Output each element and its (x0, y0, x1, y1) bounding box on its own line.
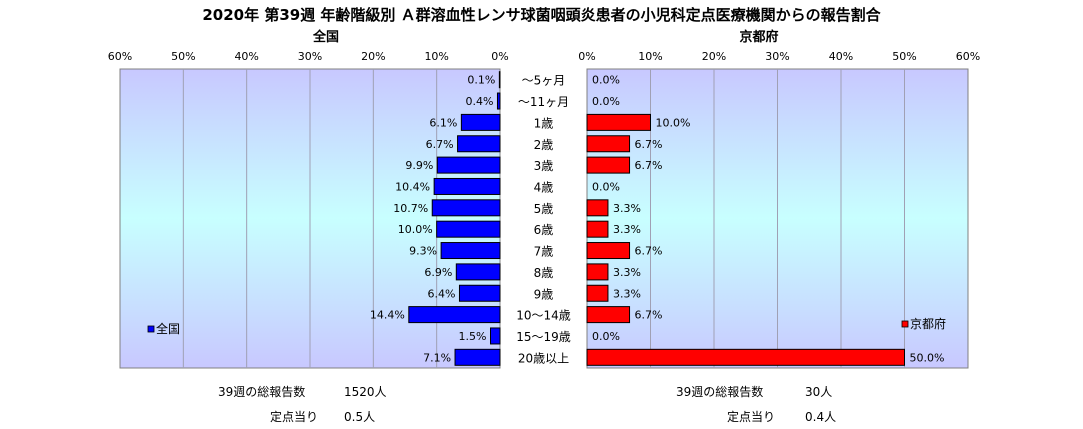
kyoto-data-label: 0.0% (592, 330, 620, 343)
kyoto-total-label: 39週の総報告数 (676, 385, 764, 399)
kyoto-bar (586, 135, 631, 153)
chart-title: 2020年 第39週 年齢階級別 Ａ群溶血性レンサ球菌咽頭炎患者の小児科定点医療… (202, 6, 881, 24)
kyoto-legend-label: 京都府 (910, 316, 946, 331)
category-label: ～11ヶ月 (518, 95, 569, 109)
national-data-label: 0.4% (466, 95, 494, 108)
national-bar (454, 348, 501, 366)
category-label: 9歳 (534, 287, 554, 301)
category-label: 1歳 (534, 116, 554, 130)
kyoto-tick-label: 10% (638, 50, 662, 63)
national-tick-label: 10% (424, 50, 448, 63)
kyoto-data-label: 50.0% (910, 351, 945, 364)
kyoto-tick-label: 50% (892, 50, 916, 63)
kyoto-data-label: 6.7% (635, 245, 663, 258)
kyoto-bar (586, 242, 631, 260)
category-label: 10～14歳 (516, 309, 571, 323)
kyoto-tick-label: 60% (956, 50, 980, 63)
kyoto-bar (586, 284, 609, 302)
national-data-label: 6.4% (428, 287, 456, 300)
kyoto-per-label: 定点当り (727, 410, 776, 424)
national-bar (498, 71, 501, 89)
national-legend-label: 全国 (156, 321, 180, 336)
kyoto-data-label: 3.3% (613, 202, 641, 215)
national-bar (436, 220, 501, 238)
national-total-value: 1520人 (344, 385, 387, 399)
national-data-label: 7.1% (423, 351, 451, 364)
category-label: 7歳 (534, 245, 554, 259)
category-label: 15～19歳 (516, 330, 571, 344)
national-tick-label: 60% (108, 50, 132, 63)
national-data-label: 6.1% (429, 116, 457, 129)
kyoto-bar (586, 113, 651, 131)
category-label: 2歳 (534, 138, 554, 152)
national-tick-label: 50% (171, 50, 195, 63)
kyoto-bar (586, 199, 609, 217)
kyoto-tick-label: 30% (765, 50, 789, 63)
national-bar (455, 263, 501, 281)
national-data-label: 10.0% (398, 223, 433, 236)
kyoto-tick-label: 20% (702, 50, 726, 63)
kyoto-data-label: 6.7% (635, 138, 663, 151)
national-bar (457, 135, 501, 153)
category-label: 4歳 (534, 180, 554, 194)
national-bar (496, 92, 501, 110)
kyoto-tick-label: 40% (829, 50, 853, 63)
kyoto-data-label: 3.3% (613, 287, 641, 300)
national-tick-label: 20% (361, 50, 385, 63)
national-data-label: 9.3% (409, 245, 437, 258)
kyoto-data-label: 3.3% (613, 223, 641, 236)
national-per-label: 定点当り (270, 410, 319, 424)
kyoto-bar (586, 220, 609, 238)
national-total-label: 39週の総報告数 (218, 385, 306, 399)
kyoto-data-label: 10.0% (656, 116, 691, 129)
category-label: 6歳 (534, 223, 554, 237)
kyoto-legend-swatch (901, 320, 909, 328)
category-label: 5歳 (534, 202, 554, 216)
national-data-label: 6.9% (424, 266, 452, 279)
national-data-label: 0.1% (467, 74, 495, 87)
kyoto-data-label: 3.3% (613, 266, 641, 279)
kyoto-data-label: 0.0% (592, 95, 620, 108)
category-label: 3歳 (534, 159, 554, 173)
national-panel-title: 全国 (312, 30, 339, 45)
category-label: 8歳 (534, 266, 554, 280)
kyoto-per-value: 0.4人 (805, 410, 837, 424)
national-bar (408, 306, 501, 324)
kyoto-bar (586, 306, 631, 324)
national-data-label: 6.7% (426, 138, 454, 151)
category-label: 20歳以上 (518, 351, 569, 365)
national-tick-label: 0% (491, 50, 508, 63)
national-data-label: 9.9% (405, 159, 433, 172)
national-bar (431, 199, 501, 217)
kyoto-bar (586, 348, 905, 366)
national-bar (433, 177, 501, 195)
national-bar (440, 242, 501, 260)
national-tick-label: 30% (298, 50, 322, 63)
kyoto-bar (586, 156, 631, 174)
kyoto-data-label: 0.0% (592, 74, 620, 87)
national-tick-label: 40% (234, 50, 258, 63)
kyoto-data-label: 0.0% (592, 180, 620, 193)
kyoto-data-label: 6.7% (635, 159, 663, 172)
kyoto-bar (586, 263, 609, 281)
national-bar (460, 113, 501, 131)
national-data-label: 10.7% (393, 202, 428, 215)
national-bar (458, 284, 501, 302)
kyoto-tick-label: 0% (578, 50, 595, 63)
national-data-label: 1.5% (459, 330, 487, 343)
kyoto-data-label: 6.7% (635, 309, 663, 322)
category-label: ～5ヶ月 (522, 74, 566, 88)
national-data-label: 14.4% (370, 309, 405, 322)
kyoto-total-value: 30人 (805, 385, 833, 399)
national-per-value: 0.5人 (344, 410, 376, 424)
national-data-label: 10.4% (395, 180, 430, 193)
national-bar (436, 156, 501, 174)
kyoto-panel-title: 京都府 (739, 30, 779, 45)
national-bar (490, 327, 501, 345)
national-legend-swatch (147, 325, 155, 333)
